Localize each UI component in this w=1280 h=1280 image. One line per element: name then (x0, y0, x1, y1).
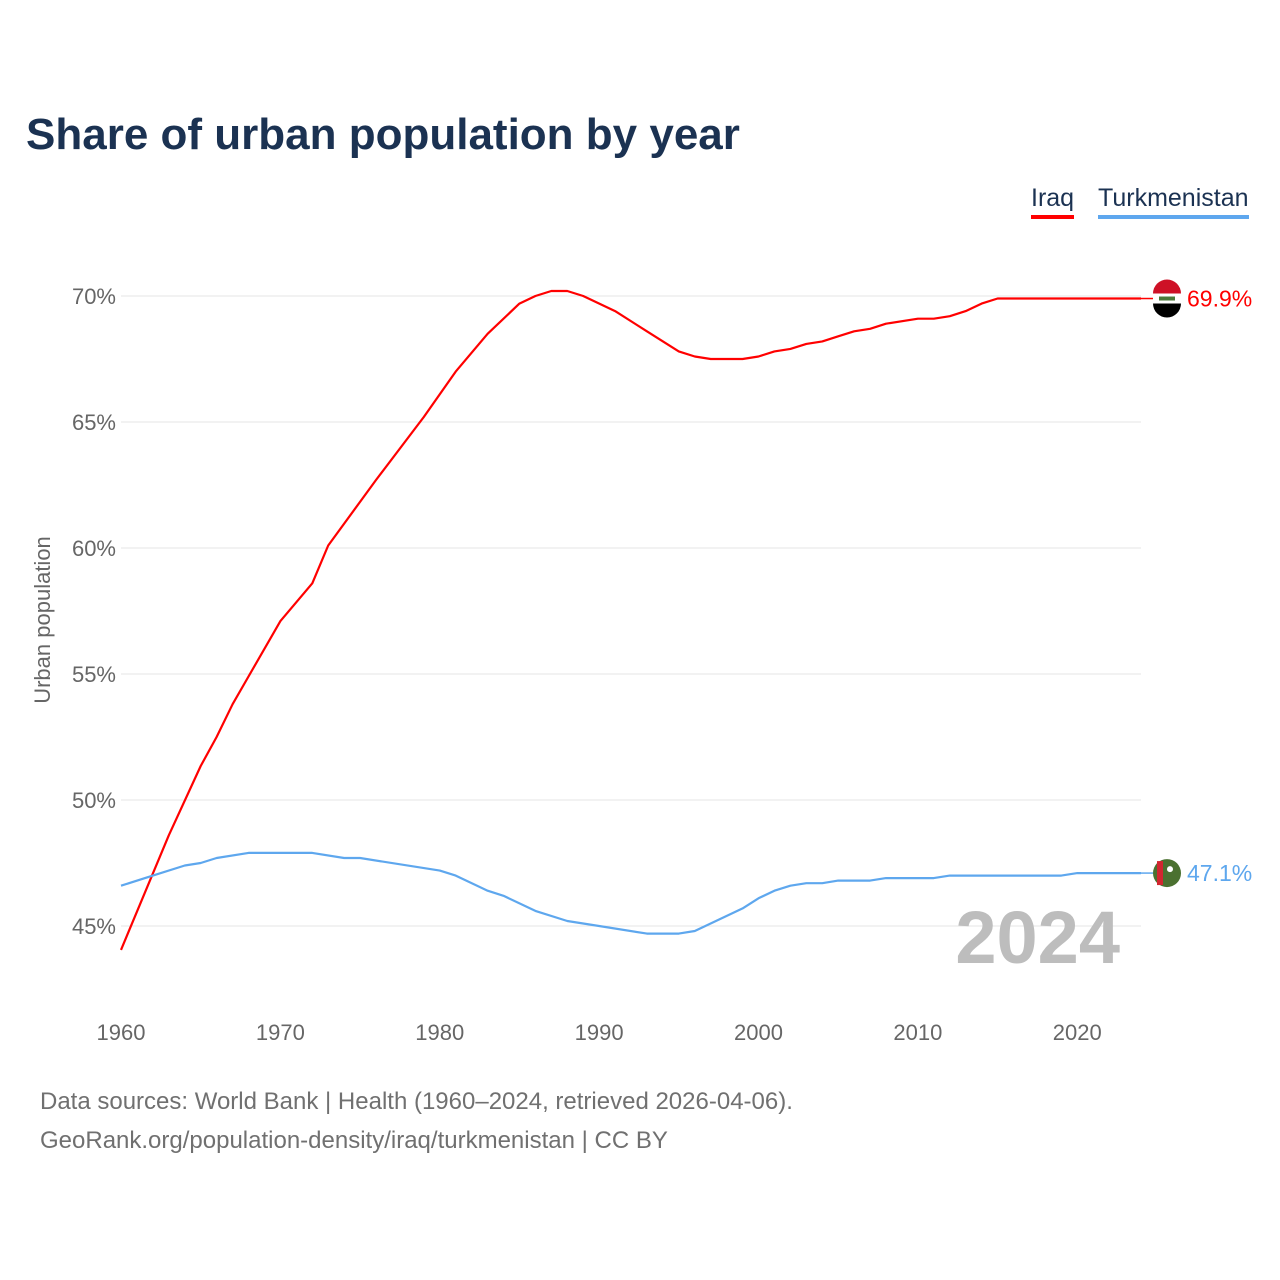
x-tick-label: 1990 (575, 1020, 624, 1045)
footer-url[interactable]: GeoRank.org/population-density/iraq/turk… (40, 1127, 668, 1154)
year-watermark: 2024 (955, 896, 1120, 979)
y-axis-label: Urban population (30, 536, 55, 704)
x-tick-label: 1960 (97, 1020, 146, 1045)
turkmenistan-flag-icon (1157, 861, 1163, 886)
y-tick-label: 65% (72, 410, 116, 435)
end-value-label: 47.1% (1187, 860, 1252, 886)
legend-turkmenistan[interactable]: Turkmenistan (1098, 184, 1249, 219)
x-tick-label: 1970 (256, 1020, 305, 1045)
iraq-flag-icon (1153, 279, 1181, 294)
x-tick-label: 2010 (893, 1020, 942, 1045)
y-tick-label: 55% (72, 662, 116, 687)
x-tick-label: 2020 (1053, 1020, 1102, 1045)
footer-sources: Data sources: World Bank | Health (1960–… (40, 1088, 793, 1115)
x-tick-label: 1980 (415, 1020, 464, 1045)
y-tick-label: 50% (72, 788, 116, 813)
y-tick-label: 45% (72, 914, 116, 939)
chart-title: Share of urban population by year (26, 110, 740, 159)
iraq-flag-icon (1153, 303, 1181, 318)
series-line-iraq (119, 289, 1141, 951)
x-tick-label: 2000 (734, 1020, 783, 1045)
y-tick-label: 60% (72, 536, 116, 561)
legend-iraq[interactable]: Iraq (1031, 184, 1075, 219)
y-tick-label: 70% (72, 284, 116, 309)
end-value-label: 69.9% (1187, 286, 1252, 312)
turkmenistan-flag-icon (1167, 866, 1173, 873)
iraq-flag-icon (1159, 296, 1175, 301)
series-line-turkmenistan (120, 851, 1141, 935)
